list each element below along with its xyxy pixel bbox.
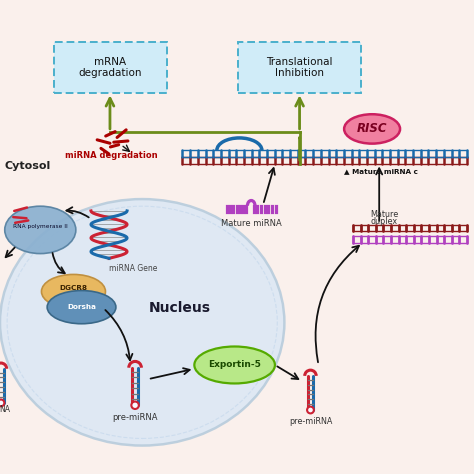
Ellipse shape	[5, 206, 76, 254]
Text: Mature miRNA: Mature miRNA	[221, 219, 282, 228]
Ellipse shape	[194, 346, 275, 383]
FancyBboxPatch shape	[238, 42, 361, 93]
Text: Mature: Mature	[370, 210, 398, 219]
Text: pre-miRNA: pre-miRNA	[112, 413, 158, 422]
Ellipse shape	[344, 114, 400, 144]
Text: NA: NA	[0, 405, 10, 414]
Circle shape	[131, 401, 139, 409]
Ellipse shape	[0, 199, 284, 446]
Text: miRNA degradation: miRNA degradation	[65, 151, 158, 160]
Circle shape	[0, 400, 4, 406]
Text: pre-miRNA: pre-miRNA	[289, 417, 332, 426]
Text: DGCR8: DGCR8	[59, 285, 88, 291]
Text: Cytosol: Cytosol	[5, 161, 51, 171]
Text: RNA polymerase II: RNA polymerase II	[13, 224, 68, 229]
Text: Nucleus: Nucleus	[149, 301, 211, 315]
Text: mRNA
degradation: mRNA degradation	[79, 57, 142, 78]
Text: miRNA Gene: miRNA Gene	[109, 264, 157, 273]
Ellipse shape	[47, 291, 116, 324]
Text: RISC: RISC	[357, 122, 387, 136]
Text: ▲ Mature miRNA c: ▲ Mature miRNA c	[344, 169, 418, 174]
Text: Exportin-5: Exportin-5	[208, 361, 261, 369]
Ellipse shape	[42, 274, 106, 309]
Text: Dorsha: Dorsha	[67, 304, 96, 310]
FancyBboxPatch shape	[54, 42, 167, 93]
Text: Translational
Inhibition: Translational Inhibition	[266, 57, 333, 78]
Circle shape	[307, 407, 314, 413]
Text: duplex: duplex	[370, 217, 398, 226]
